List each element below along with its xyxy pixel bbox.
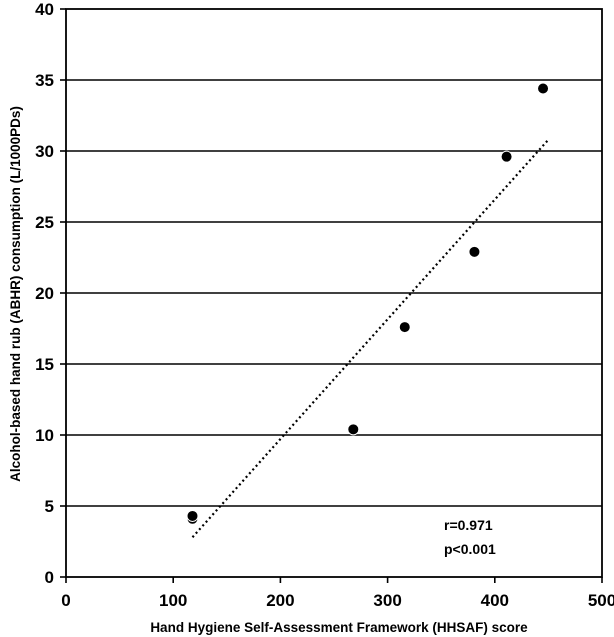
y-axis-label: Alcohol-based hand rub (ABHR) consumptio… — [8, 106, 23, 482]
trendline — [191, 138, 550, 538]
y-tick-label-10: 10 — [35, 426, 54, 445]
y-tick-label-30: 30 — [35, 142, 54, 161]
x-tick-labels: 0 100 200 300 400 500 — [61, 577, 614, 610]
gridlines — [66, 79, 602, 507]
y-tick-label-40: 40 — [35, 0, 54, 19]
p-value-annotation: p<0.001 — [444, 541, 496, 557]
y-tick-label-20: 20 — [35, 284, 54, 303]
y-tick-label-25: 25 — [35, 213, 54, 232]
y-tick-label-15: 15 — [35, 355, 54, 374]
correlation-annotation: r=0.971 — [444, 517, 493, 533]
data-points — [186, 82, 550, 525]
data-point-5 — [500, 150, 513, 163]
x-tick-label-0: 0 — [61, 591, 70, 610]
x-tick-label-500: 500 — [588, 591, 614, 610]
data-point-1 — [186, 509, 199, 522]
data-point-3 — [398, 321, 411, 334]
y-tick-label-5: 5 — [45, 497, 54, 516]
trendline-group — [191, 138, 550, 538]
x-tick-label-100: 100 — [159, 591, 187, 610]
y-tick-label-0: 0 — [45, 568, 54, 587]
y-tick-label-35: 35 — [35, 71, 54, 90]
x-tick-label-300: 300 — [373, 591, 401, 610]
y-tick-labels: 0 5 10 15 20 25 30 35 40 — [35, 0, 66, 587]
data-point-4 — [468, 245, 481, 258]
data-point-2 — [347, 423, 360, 436]
data-point-6 — [537, 82, 550, 95]
x-tick-label-200: 200 — [266, 591, 294, 610]
x-tick-label-400: 400 — [481, 591, 509, 610]
x-axis-label: Hand Hygiene Self-Assessment Framework (… — [150, 620, 528, 635]
